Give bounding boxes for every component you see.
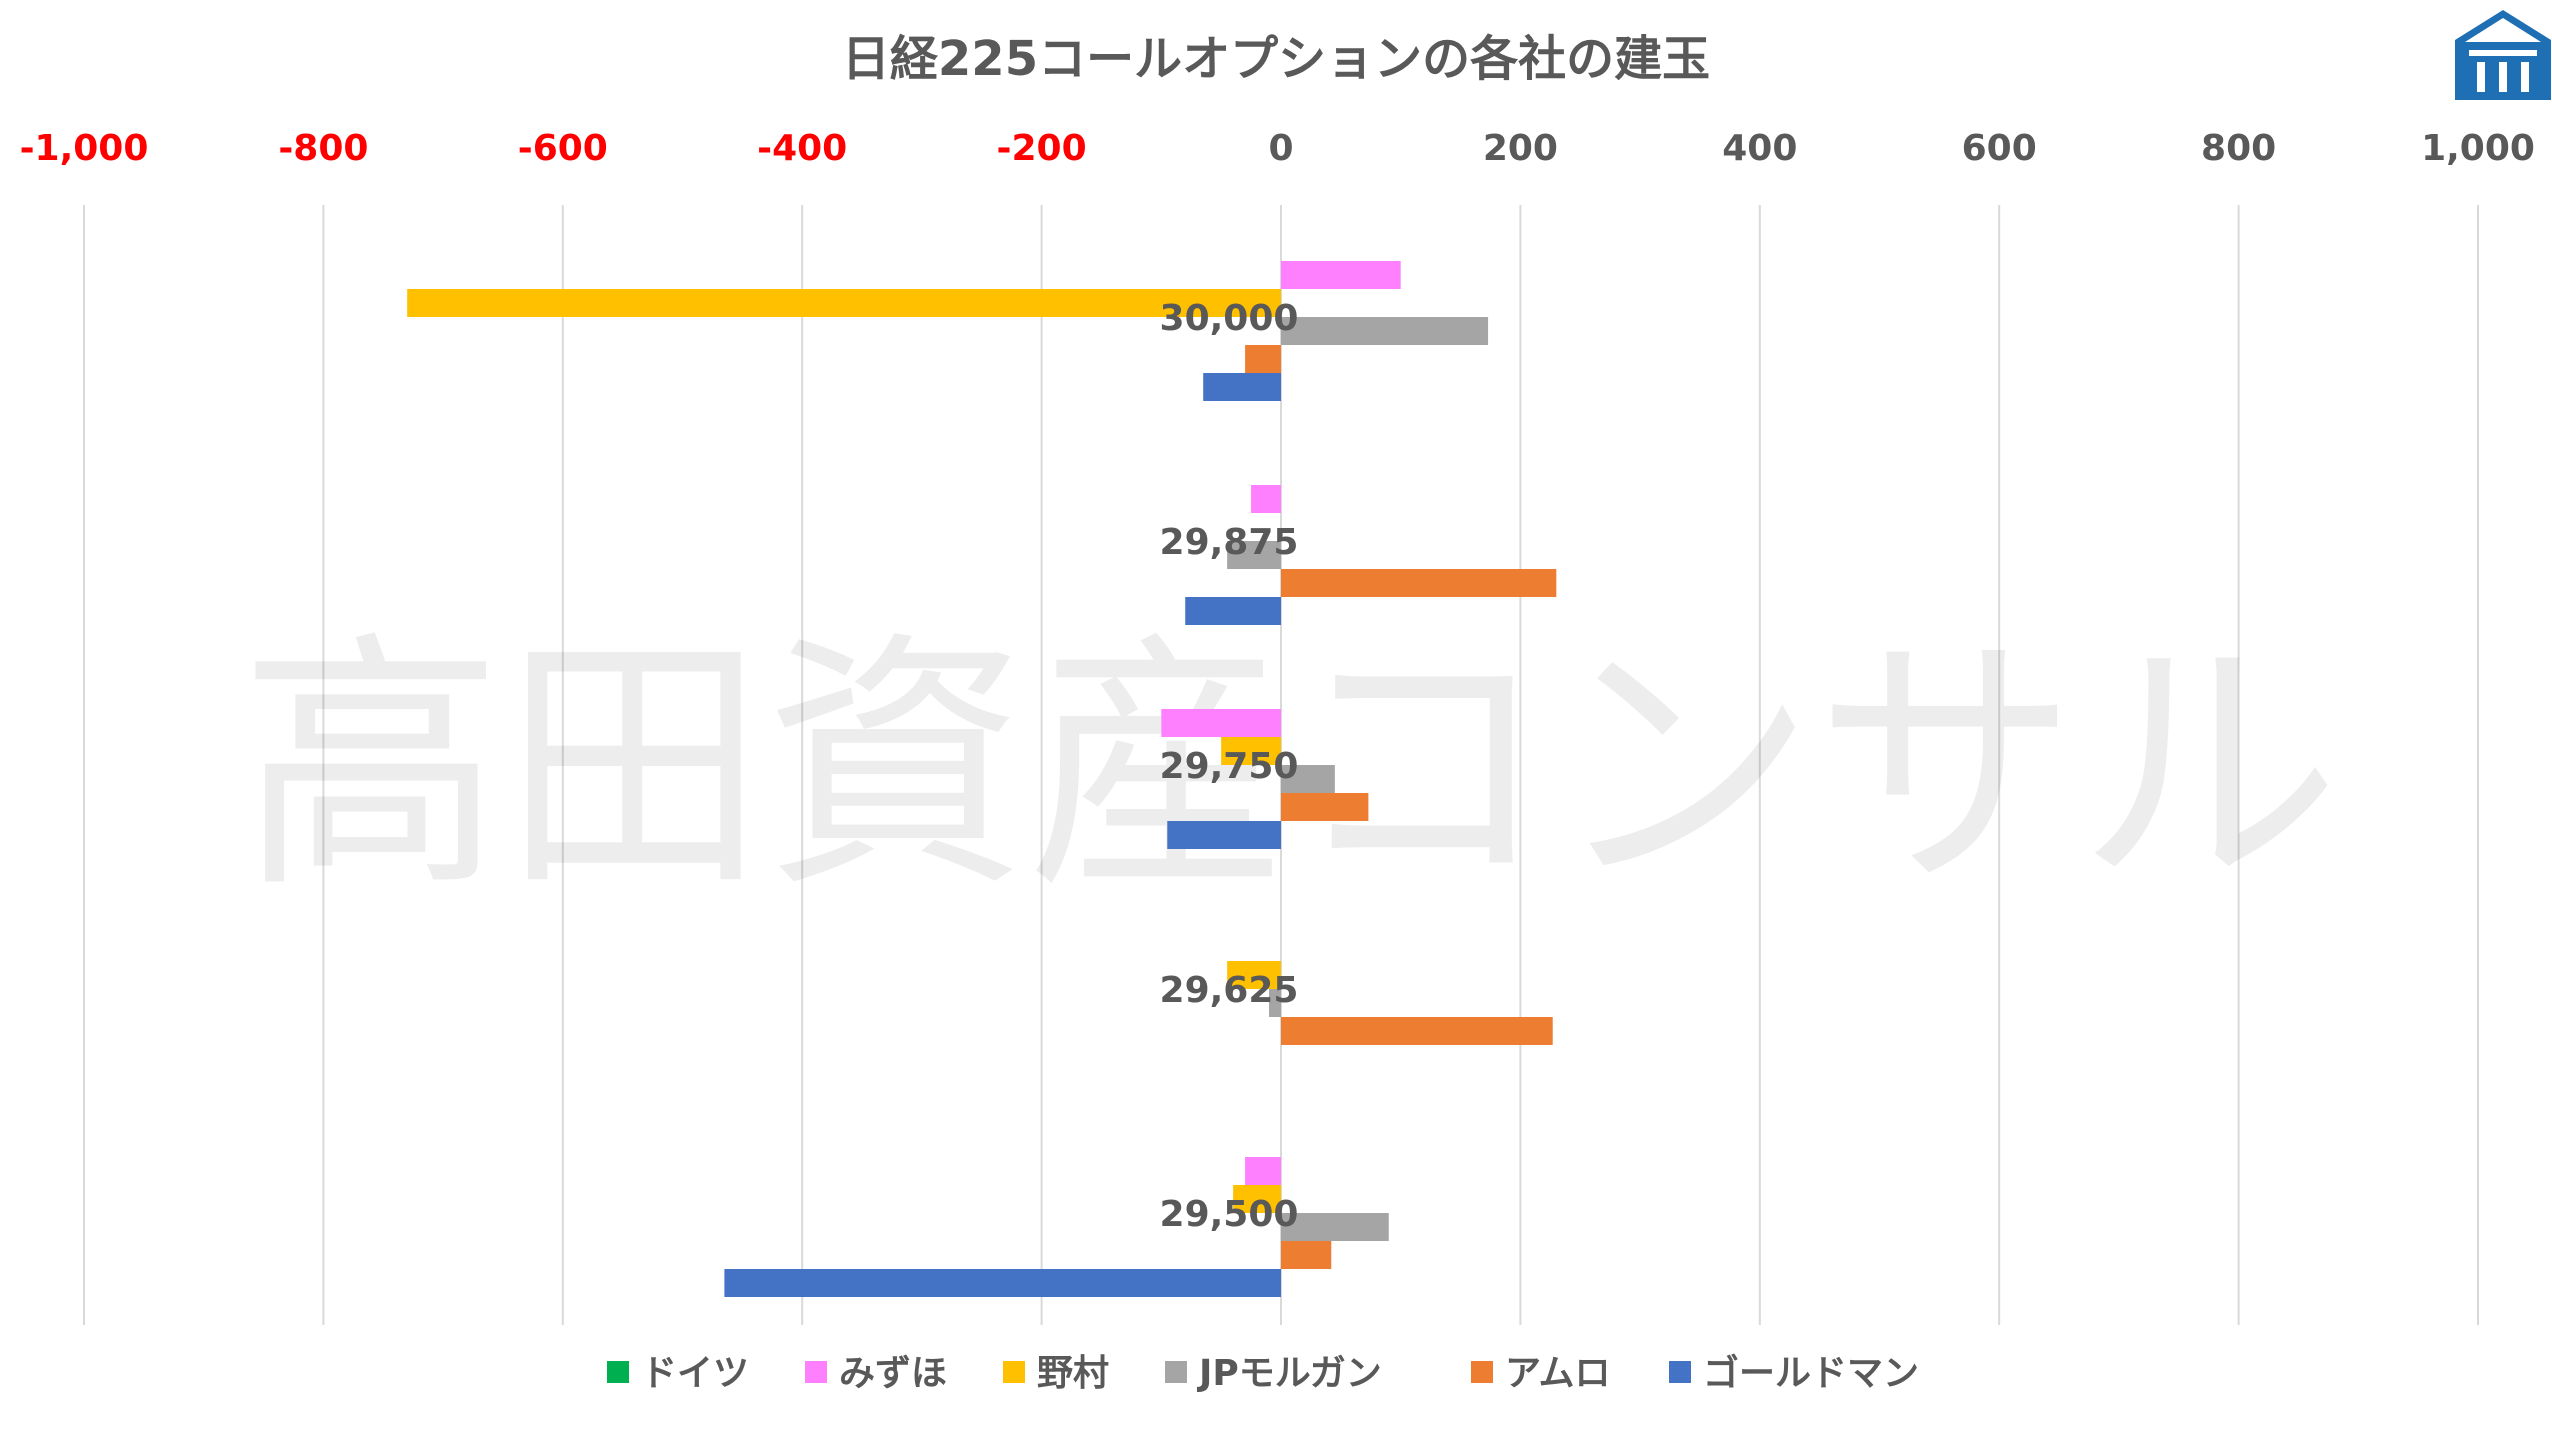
- bar: [1221, 737, 1281, 765]
- category-label: 29,875: [1160, 522, 1299, 563]
- category-label: 29,750: [1160, 746, 1299, 787]
- x-tick-label: 0: [1268, 128, 1293, 169]
- bar: [1281, 569, 1557, 597]
- x-tick-label: 600: [1962, 128, 2037, 169]
- bar: [1245, 1157, 1281, 1185]
- category-label: 30,000: [1160, 298, 1299, 339]
- category-label: 29,500: [1160, 1194, 1299, 1235]
- chart-title: 日経225コールオプションの各社の建玉: [842, 31, 1710, 87]
- legend-swatch: [607, 1361, 629, 1383]
- x-tick-label: 1,000: [2421, 128, 2535, 169]
- bars: [407, 261, 1557, 1297]
- x-tick-label: 200: [1483, 128, 1558, 169]
- x-axis-ticks: -1,000 -800 -600 -400 -200 0 200 400 600 800 1,000: [20, 128, 2535, 169]
- x-tick-label: 400: [1722, 128, 1797, 169]
- grid-lines: [83, 205, 2479, 1325]
- bar: [1227, 541, 1281, 569]
- legend-swatch: [1165, 1361, 1187, 1383]
- bar: [1281, 1213, 1389, 1241]
- x-tick-label: -600: [518, 128, 608, 169]
- bar: [407, 289, 1281, 317]
- legend-label: アムロ: [1505, 1353, 1610, 1394]
- legend-swatch: [1669, 1361, 1691, 1383]
- bar: [1203, 373, 1281, 401]
- x-tick-label: -400: [757, 128, 847, 169]
- legend-label: 野村: [1037, 1353, 1109, 1394]
- x-tick-label: -200: [997, 128, 1087, 169]
- legend-label: ゴールドマン: [1703, 1352, 1919, 1394]
- bar: [1281, 793, 1369, 821]
- bar: [1281, 261, 1401, 289]
- legend-label: JPモルガン: [1196, 1353, 1382, 1394]
- legend-label: みずほ: [839, 1353, 947, 1394]
- category-labels: 30,000 29,875 29,750 29,625 29,500: [1160, 298, 1299, 1235]
- x-tick-label: -800: [278, 128, 368, 169]
- legend: ドイツ みずほ 野村 JPモルガン アムロ ゴールドマン: [607, 1352, 1919, 1394]
- bar: [1281, 765, 1335, 793]
- logo-icon: 高: [2455, 10, 2551, 100]
- x-tick-label: 800: [2201, 128, 2276, 169]
- legend-swatch: [1471, 1361, 1493, 1383]
- bar: [724, 1269, 1281, 1297]
- bar: [1281, 1241, 1332, 1269]
- bar: [1185, 597, 1281, 625]
- bar: [1281, 1017, 1553, 1045]
- bar: [1233, 1185, 1281, 1213]
- legend-label: ドイツ: [641, 1353, 749, 1394]
- legend-swatch: [1003, 1361, 1025, 1383]
- bar: [1269, 989, 1281, 1017]
- bar: [1167, 821, 1281, 849]
- bar: [1251, 485, 1281, 513]
- legend-swatch: [805, 1361, 827, 1383]
- bar: [1281, 317, 1489, 345]
- bar: [1227, 961, 1281, 989]
- bar: [1161, 709, 1281, 737]
- bar: [1245, 345, 1281, 373]
- category-label: 29,625: [1160, 970, 1299, 1011]
- x-tick-label: -1,000: [20, 128, 149, 169]
